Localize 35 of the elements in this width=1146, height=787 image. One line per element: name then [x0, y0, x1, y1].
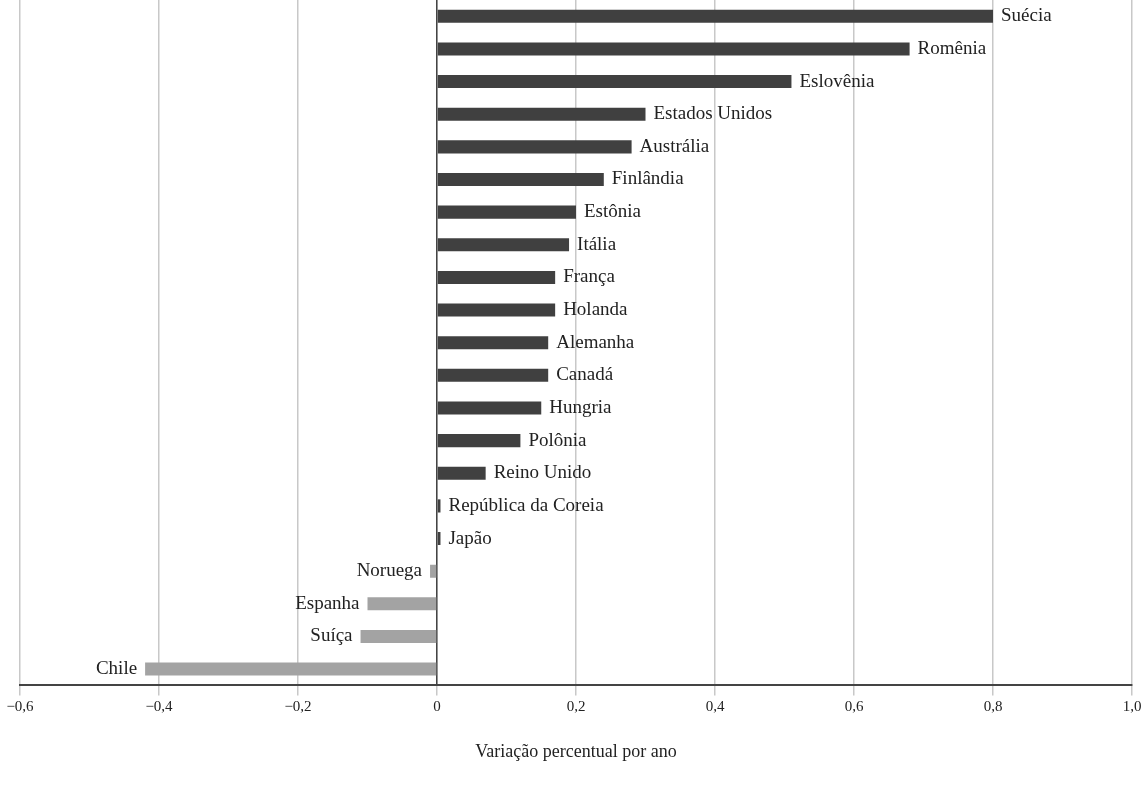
y-tick-label: Suécia	[1001, 4, 1053, 26]
bar	[145, 662, 437, 676]
x-axis-title: Variação percentual por ano	[475, 740, 677, 761]
y-tick-label: França	[563, 265, 616, 287]
x-tick-label: 1,0	[1122, 698, 1142, 715]
bar	[360, 629, 437, 643]
x-tick-label: 0,6	[844, 698, 864, 715]
y-tick-label: Reino Unido	[493, 461, 592, 483]
y-tick-label: Chile	[95, 657, 138, 679]
y-tick-label: Noruega	[356, 559, 423, 581]
y-tick-label: Japão	[448, 526, 492, 548]
y-tick-label: Austrália	[639, 134, 710, 156]
x-tick-label: −0,2	[284, 698, 312, 715]
y-tick-label: Itália	[577, 232, 617, 254]
y-tick-label: Canadá	[556, 363, 614, 385]
x-tick-label: −0,4	[145, 698, 174, 715]
y-tick-label: Eslovênia	[799, 69, 875, 91]
x-tick-label: 0	[433, 698, 441, 715]
y-tick-label: República da Coreia	[448, 493, 605, 515]
y-tick-label: Estados Unidos	[653, 102, 773, 124]
y-tick-label: Hungria	[549, 395, 613, 417]
y-tick-label: Alemanha	[556, 330, 635, 352]
x-tick-label: 0,8	[983, 698, 1003, 715]
y-tick-label: Finlândia	[611, 167, 685, 189]
x-tick-label: 0,4	[705, 698, 725, 715]
y-tick-label: Romênia	[917, 36, 987, 58]
x-tick-label: −0,6	[6, 698, 35, 715]
y-tick-label: Suíça	[310, 624, 354, 646]
x-tick-label: 0,2	[566, 698, 586, 715]
bar	[367, 597, 437, 611]
bar	[430, 564, 437, 578]
y-tick-label: Holanda	[563, 298, 629, 320]
y-tick-label: Polônia	[528, 428, 588, 450]
y-tick-label: Espanha	[295, 591, 361, 613]
y-tick-label: Estônia	[584, 200, 642, 222]
